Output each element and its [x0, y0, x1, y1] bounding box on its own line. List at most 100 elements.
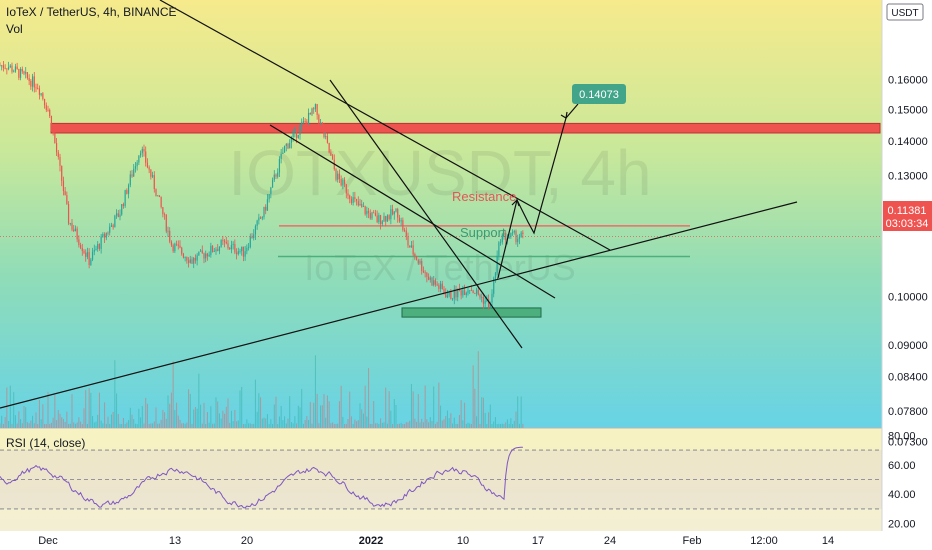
volume-bar	[491, 423, 493, 428]
candle-body	[193, 258, 195, 264]
candle-body	[112, 225, 114, 228]
candle-body	[167, 230, 169, 232]
candle-body	[182, 253, 185, 258]
volume-bar	[308, 419, 310, 428]
candle-body	[331, 155, 334, 160]
volume-bar	[330, 423, 332, 428]
candle-body	[355, 198, 358, 202]
candle-body	[6, 68, 8, 70]
volume-bar	[112, 411, 114, 428]
volume-bar	[272, 423, 274, 428]
candle-body	[206, 253, 209, 257]
candle-body	[494, 272, 497, 279]
candle-body	[349, 195, 351, 199]
candle-body	[407, 236, 409, 246]
volume-bar	[85, 389, 87, 428]
volume-bar	[191, 423, 193, 428]
volume-bar	[518, 423, 520, 428]
candle-body	[134, 166, 137, 169]
volume-bar	[131, 414, 133, 428]
candles	[0, 61, 524, 310]
volume-bar	[374, 423, 376, 428]
volume-bar	[290, 422, 292, 428]
currency-label: USDT	[891, 8, 918, 19]
candle-body	[409, 245, 411, 248]
candle-body	[273, 174, 275, 180]
volume-bar	[98, 392, 100, 428]
candle-body	[55, 143, 58, 153]
volume-bar	[210, 406, 212, 428]
volume-bar	[124, 423, 126, 428]
volume-bar	[301, 388, 303, 428]
volume-bar	[381, 422, 383, 428]
candle-body	[16, 66, 18, 70]
candle-body	[289, 142, 291, 149]
candle-body	[150, 169, 152, 177]
volume-bar	[26, 422, 28, 428]
candle-body	[223, 240, 226, 243]
candle-body	[126, 190, 128, 194]
volume-bar	[501, 423, 503, 428]
volume-bar	[196, 408, 198, 428]
volume-bar	[261, 418, 263, 428]
time-tick-label: 20	[241, 535, 253, 547]
volume-bar	[335, 423, 337, 428]
volume-bar	[167, 395, 169, 428]
price-tick-label: 0.15000	[888, 104, 928, 116]
volume-bar	[110, 414, 112, 428]
candle-body	[470, 290, 473, 292]
candle-body	[222, 240, 224, 241]
currency-badge[interactable]: USDT	[886, 3, 924, 21]
volume-bar	[431, 421, 433, 428]
volume-bar	[443, 419, 445, 428]
volume-bar	[92, 415, 94, 428]
volume-bar	[1, 415, 3, 428]
volume-bar	[398, 423, 400, 428]
candle-body	[25, 72, 27, 74]
candle-body	[74, 228, 77, 232]
candle-body	[241, 246, 243, 252]
volume-bar	[25, 407, 27, 428]
volume-bar	[186, 422, 188, 428]
time-axis-bg	[0, 531, 932, 550]
candle-body	[201, 250, 203, 254]
candle-body	[496, 255, 498, 273]
candle-body	[441, 283, 443, 290]
candle-body	[163, 214, 166, 215]
volume-bar	[86, 423, 88, 428]
volume-bar	[494, 417, 496, 428]
volume-bar	[16, 423, 18, 428]
volume-bar	[520, 396, 522, 428]
volume-bar	[421, 418, 423, 428]
target-tag[interactable]: 0.14073	[572, 84, 626, 104]
candle-body	[37, 88, 39, 90]
main-pane-bg	[0, 0, 882, 428]
candle-body	[141, 148, 143, 154]
volume-bar	[469, 423, 471, 428]
candle-body	[251, 236, 253, 238]
candle-body	[76, 228, 78, 240]
volume-bar	[136, 423, 138, 428]
volume-bar	[316, 393, 318, 428]
volume-bar	[9, 385, 11, 428]
volume-bar	[498, 423, 500, 428]
volume-bar	[489, 404, 491, 428]
candle-body	[316, 104, 318, 115]
volume-bar	[241, 386, 243, 428]
volume-bar	[52, 417, 54, 428]
rsi-line	[0, 446, 523, 509]
volume-bar	[33, 423, 35, 428]
symbol-title: IoTeX / TetherUS, 4h, BINANCE	[6, 5, 177, 19]
volume-bar	[160, 419, 162, 428]
volume-bar	[242, 423, 244, 428]
volume-bar	[385, 387, 387, 428]
arrow-head-small	[511, 198, 520, 207]
volume-bar	[474, 388, 476, 428]
candle-body	[217, 249, 219, 251]
candle-body	[54, 133, 56, 144]
price-tick-label: 0.16000	[888, 75, 928, 87]
volume-bar	[414, 418, 416, 428]
candle-body	[35, 87, 37, 89]
candle-body	[13, 71, 15, 73]
